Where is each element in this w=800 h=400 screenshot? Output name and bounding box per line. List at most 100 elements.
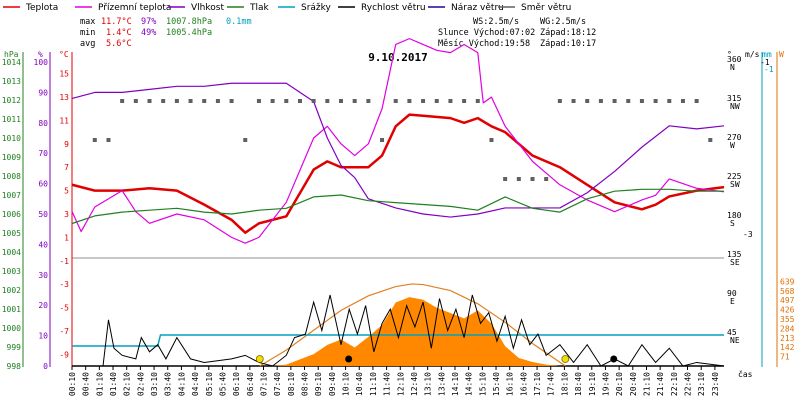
hpa-tick: 1009 <box>2 153 21 162</box>
w-tick: 284 <box>780 324 795 333</box>
wind-direction-point <box>325 99 330 103</box>
time-tick-label: 23:40 <box>711 372 720 396</box>
pct-tick: 50 <box>38 210 48 219</box>
pct-tick: 0 <box>43 362 48 371</box>
c-tick: -1 <box>59 257 69 266</box>
hpa-tick: 1010 <box>2 134 21 143</box>
legend: Teplota Přízemní teplota Vlhkost Tlak Sr… <box>3 3 571 13</box>
sun-marker <box>561 355 570 363</box>
wind-direction-point <box>229 99 234 103</box>
time-tick-label: 09:40 <box>328 372 337 396</box>
time-tick-label: 10:10 <box>342 372 351 396</box>
time-tick-label: 17:40 <box>547 372 556 396</box>
stat-wg: WG:2.5m/s <box>540 17 586 27</box>
dir-deg-tick: 180 <box>727 211 742 220</box>
time-tick-label: 21:10 <box>642 372 651 396</box>
time-tick-label: 14:10 <box>451 372 460 396</box>
w-tick: 213 <box>780 334 795 343</box>
hpa-tick: 1005 <box>2 229 21 238</box>
w-tick: 142 <box>780 343 795 352</box>
wind-direction-layer <box>92 99 713 181</box>
c-tick: 1 <box>64 233 69 242</box>
wind-direction-point <box>708 138 713 142</box>
wind-direction-point <box>516 177 521 181</box>
hpa-tick: 1000 <box>2 324 21 333</box>
wind-direction-point <box>489 138 494 142</box>
c-tick: 9 <box>64 140 69 149</box>
w-tick: 71 <box>780 353 790 362</box>
moon-marker <box>610 355 618 363</box>
c-tick: 7 <box>64 163 69 172</box>
hpa-tick: 1002 <box>2 286 21 295</box>
wind-direction-point <box>694 99 699 103</box>
time-tick-label: 04:40 <box>191 372 200 396</box>
time-tick-label: 19:10 <box>588 372 597 396</box>
legend-label: Přízemní teplota <box>98 3 171 13</box>
wind-direction-point <box>680 99 685 103</box>
series-line-teplota <box>71 113 725 234</box>
time-tick-label: 16:40 <box>519 372 528 396</box>
clear-sky-radiation-curve <box>259 283 566 367</box>
wind-direction-point <box>475 99 480 103</box>
time-tick-label: 17:10 <box>533 372 542 396</box>
ms-unit-label: m/s <box>745 50 760 59</box>
stat-max-rain: 0.1mm <box>226 17 252 27</box>
wind-direction-point <box>339 99 344 103</box>
time-tick-label: 19:40 <box>601 372 610 396</box>
legend-label: Tlak <box>249 3 270 13</box>
wind-direction-point <box>462 99 467 103</box>
legend-item-prizemni-teplota: Přízemní teplota <box>75 3 171 13</box>
time-tick-label: 01:40 <box>109 372 118 396</box>
series-lines <box>71 38 725 347</box>
time-axis-label: čas <box>738 369 753 379</box>
pct-tick: 70 <box>38 149 48 158</box>
wind-direction-point <box>311 99 316 103</box>
wind-direction-point <box>639 99 644 103</box>
legend-label: Teplota <box>25 3 58 13</box>
sun-rise-text: Slunce Východ:07:02 <box>438 28 535 38</box>
dir-deg-tick: 225 <box>727 172 742 181</box>
stat-avg-label: avg <box>80 39 95 49</box>
time-tick-label: 09:10 <box>314 372 323 396</box>
pct-tick: 40 <box>38 240 48 249</box>
legend-item-vlhkost: Vlhkost <box>168 3 224 13</box>
time-tick-label: 00:40 <box>82 372 91 396</box>
legend-item-teplota: Teplota <box>3 3 58 13</box>
time-tick-label: 15:10 <box>478 372 487 396</box>
wind-direction-point <box>256 99 261 103</box>
time-tick-label: 02:10 <box>123 372 132 396</box>
w-tick: 568 <box>780 287 795 296</box>
c-tick: -5 <box>59 304 69 313</box>
dir-deg-tick: 135 <box>727 250 742 259</box>
stat-min-hum: 49% <box>141 28 156 38</box>
wind-direction-point <box>120 99 125 103</box>
chart-title: 9.10.2017 <box>368 51 428 64</box>
stat-avg-temp: 5.6°C <box>106 39 132 49</box>
time-tick-label: 15:40 <box>492 372 501 396</box>
c-unit-label: °C <box>59 50 69 59</box>
hpa-tick: 1003 <box>2 267 21 276</box>
hpa-tick: 1004 <box>2 248 21 257</box>
pct-tick: 90 <box>38 88 48 97</box>
time-tick-label: 10:40 <box>355 372 364 396</box>
ms-tick: -1 <box>760 58 770 67</box>
time-tick-label: 12:10 <box>396 372 405 396</box>
series-line-p-zemn-teplota <box>71 38 725 244</box>
wind-direction-point <box>557 99 562 103</box>
hpa-tick: 1013 <box>2 77 21 86</box>
moon-set-text: Západ:10:17 <box>540 39 596 49</box>
time-tick-label: 08:10 <box>287 372 296 396</box>
pct-tick: 20 <box>38 301 48 310</box>
legend-label: Srážky <box>301 3 332 13</box>
moon-marker <box>345 355 353 363</box>
ms-tick: -3 <box>743 230 753 239</box>
wind-direction-point <box>174 99 179 103</box>
time-tick-label: 08:40 <box>301 372 310 396</box>
dir-name-tick: NE <box>730 336 740 345</box>
legend-item-tlak: Tlak <box>227 3 270 13</box>
wind-direction-point <box>270 99 275 103</box>
stat-min-press: 1005.4hPa <box>166 28 212 38</box>
dir-deg-tick: 270 <box>727 133 742 142</box>
hpa-tick: 1012 <box>2 96 21 105</box>
wind-direction-point <box>147 99 152 103</box>
